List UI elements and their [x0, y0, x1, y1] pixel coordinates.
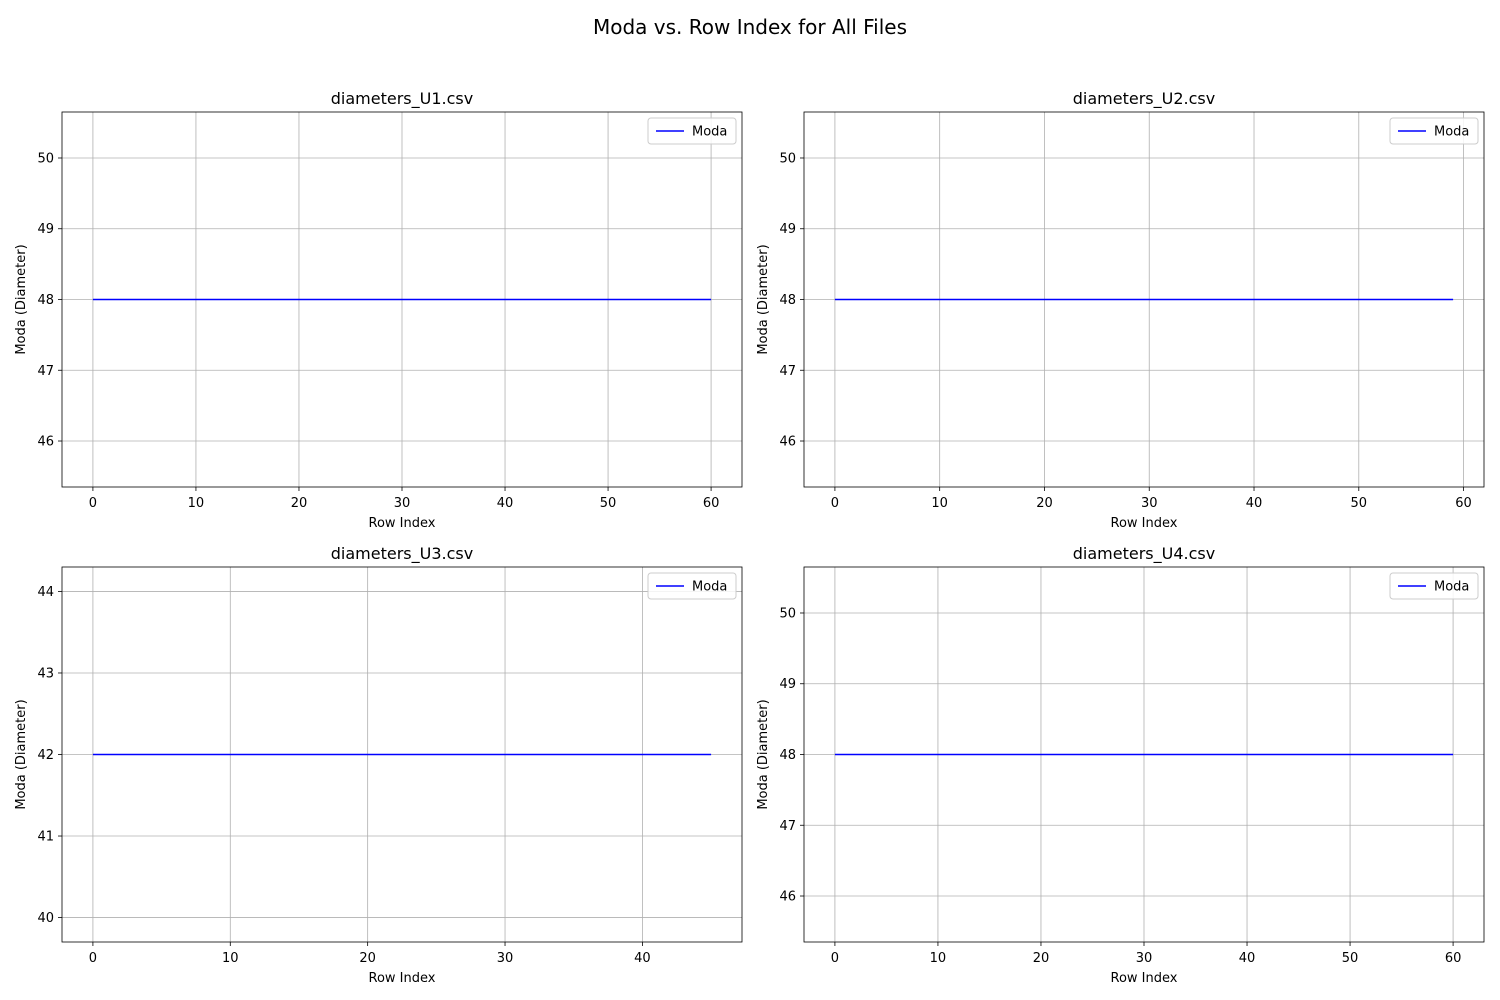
y-tick-label: 49: [779, 677, 796, 692]
legend-box: [1389, 117, 1479, 145]
x-tick-label: 10: [188, 496, 205, 511]
legend-label: Moda: [1434, 580, 1469, 595]
y-tick-label: 50: [37, 151, 54, 166]
y-tick-label: 46: [779, 435, 796, 450]
y-axis-label: Moda (Diameter): [756, 244, 771, 354]
legend: Moda: [647, 572, 737, 600]
legend-box: [1389, 572, 1479, 600]
x-tick-label: 50: [1342, 951, 1359, 966]
y-tick-label: 47: [779, 364, 796, 379]
x-tick-label: 40: [497, 496, 514, 511]
subplot-u2: 0 10 20 30 40 50 60 46 47 48 49 50 diameters_U2.csv R…: [756, 89, 1485, 531]
y-tick-label: 49: [37, 222, 54, 237]
x-tick-label: 30: [497, 951, 514, 966]
legend: Moda: [1389, 572, 1479, 600]
y-axis-label: Moda (Diameter): [14, 244, 29, 354]
legend-label: Moda: [692, 580, 727, 595]
subplot-title: diameters_U4.csv: [1073, 544, 1215, 564]
x-tick-label: 20: [291, 496, 308, 511]
axes-frame: [61, 566, 743, 943]
y-tick-label: 46: [779, 890, 796, 905]
x-axis-label: Row Index: [1111, 516, 1178, 531]
y-tick-label: 41: [37, 830, 54, 845]
y-tick-label: 48: [779, 748, 796, 763]
x-tick-label: 0: [89, 496, 97, 511]
x-tick-label: 50: [1351, 496, 1368, 511]
x-tick-label: 60: [703, 496, 720, 511]
x-tick-label: 30: [1136, 951, 1153, 966]
subplot-u3: 0 10 20 30 40 40 41 42 43 44 diameters_U3.csv Row I…: [14, 544, 743, 986]
x-tick-label: 60: [1445, 951, 1462, 966]
legend-label: Moda: [692, 125, 727, 140]
x-tick-label: 10: [931, 496, 948, 511]
legend-box: [647, 572, 737, 600]
x-axis-label: Row Index: [369, 971, 436, 986]
subplot-title: diameters_U1.csv: [331, 89, 473, 109]
x-tick-label: 10: [222, 951, 239, 966]
y-tick-label: 48: [37, 293, 54, 308]
x-tick-label: 20: [1036, 496, 1053, 511]
y-axis-label: Moda (Diameter): [14, 699, 29, 809]
x-tick-label: 30: [1141, 496, 1158, 511]
x-axis-label: Row Index: [369, 516, 436, 531]
y-tick-label: 46: [37, 435, 54, 450]
y-tick-label: 44: [37, 585, 54, 600]
y-tick-label: 42: [37, 748, 54, 763]
y-tick-label: 48: [779, 293, 796, 308]
y-tick-label: 47: [37, 364, 54, 379]
x-tick-label: 40: [634, 951, 651, 966]
x-tick-label: 60: [1455, 496, 1472, 511]
x-tick-label: 0: [89, 951, 97, 966]
y-tick-label: 49: [779, 222, 796, 237]
y-axis-label: Moda (Diameter): [756, 699, 771, 809]
legend: Moda: [647, 117, 737, 145]
figure-title: Moda vs. Row Index for All Files: [592, 15, 908, 39]
x-tick-label: 0: [831, 496, 839, 511]
axes-frame: [803, 566, 1485, 943]
y-tick-label: 47: [779, 819, 796, 834]
subplot-u4: 0 10 20 30 40 50 60 46 47 48 49 50 diameters_U4.csv R…: [756, 544, 1485, 986]
x-tick-label: 20: [359, 951, 376, 966]
x-tick-label: 40: [1246, 496, 1263, 511]
y-tick-label: 40: [37, 911, 54, 926]
subplot-title: diameters_U2.csv: [1073, 89, 1215, 109]
axes-frame: [803, 111, 1485, 488]
x-tick-label: 40: [1239, 951, 1256, 966]
y-tick-label: 50: [779, 151, 796, 166]
subplot-title: diameters_U3.csv: [331, 544, 473, 564]
legend-label: Moda: [1434, 125, 1469, 140]
legend-box: [647, 117, 737, 145]
axes-frame: [61, 111, 743, 488]
x-tick-label: 10: [930, 951, 947, 966]
x-axis-label: Row Index: [1111, 971, 1178, 986]
x-tick-label: 0: [831, 951, 839, 966]
y-tick-label: 50: [779, 606, 796, 621]
x-tick-label: 50: [600, 496, 617, 511]
subplot-u1: 0 10 20 30 40 50 60 46 47 48 49 50 diameters_U1.csv R…: [14, 89, 743, 531]
x-tick-label: 20: [1033, 951, 1050, 966]
x-tick-label: 30: [394, 496, 411, 511]
legend: Moda: [1389, 117, 1479, 145]
y-tick-label: 43: [37, 666, 54, 681]
